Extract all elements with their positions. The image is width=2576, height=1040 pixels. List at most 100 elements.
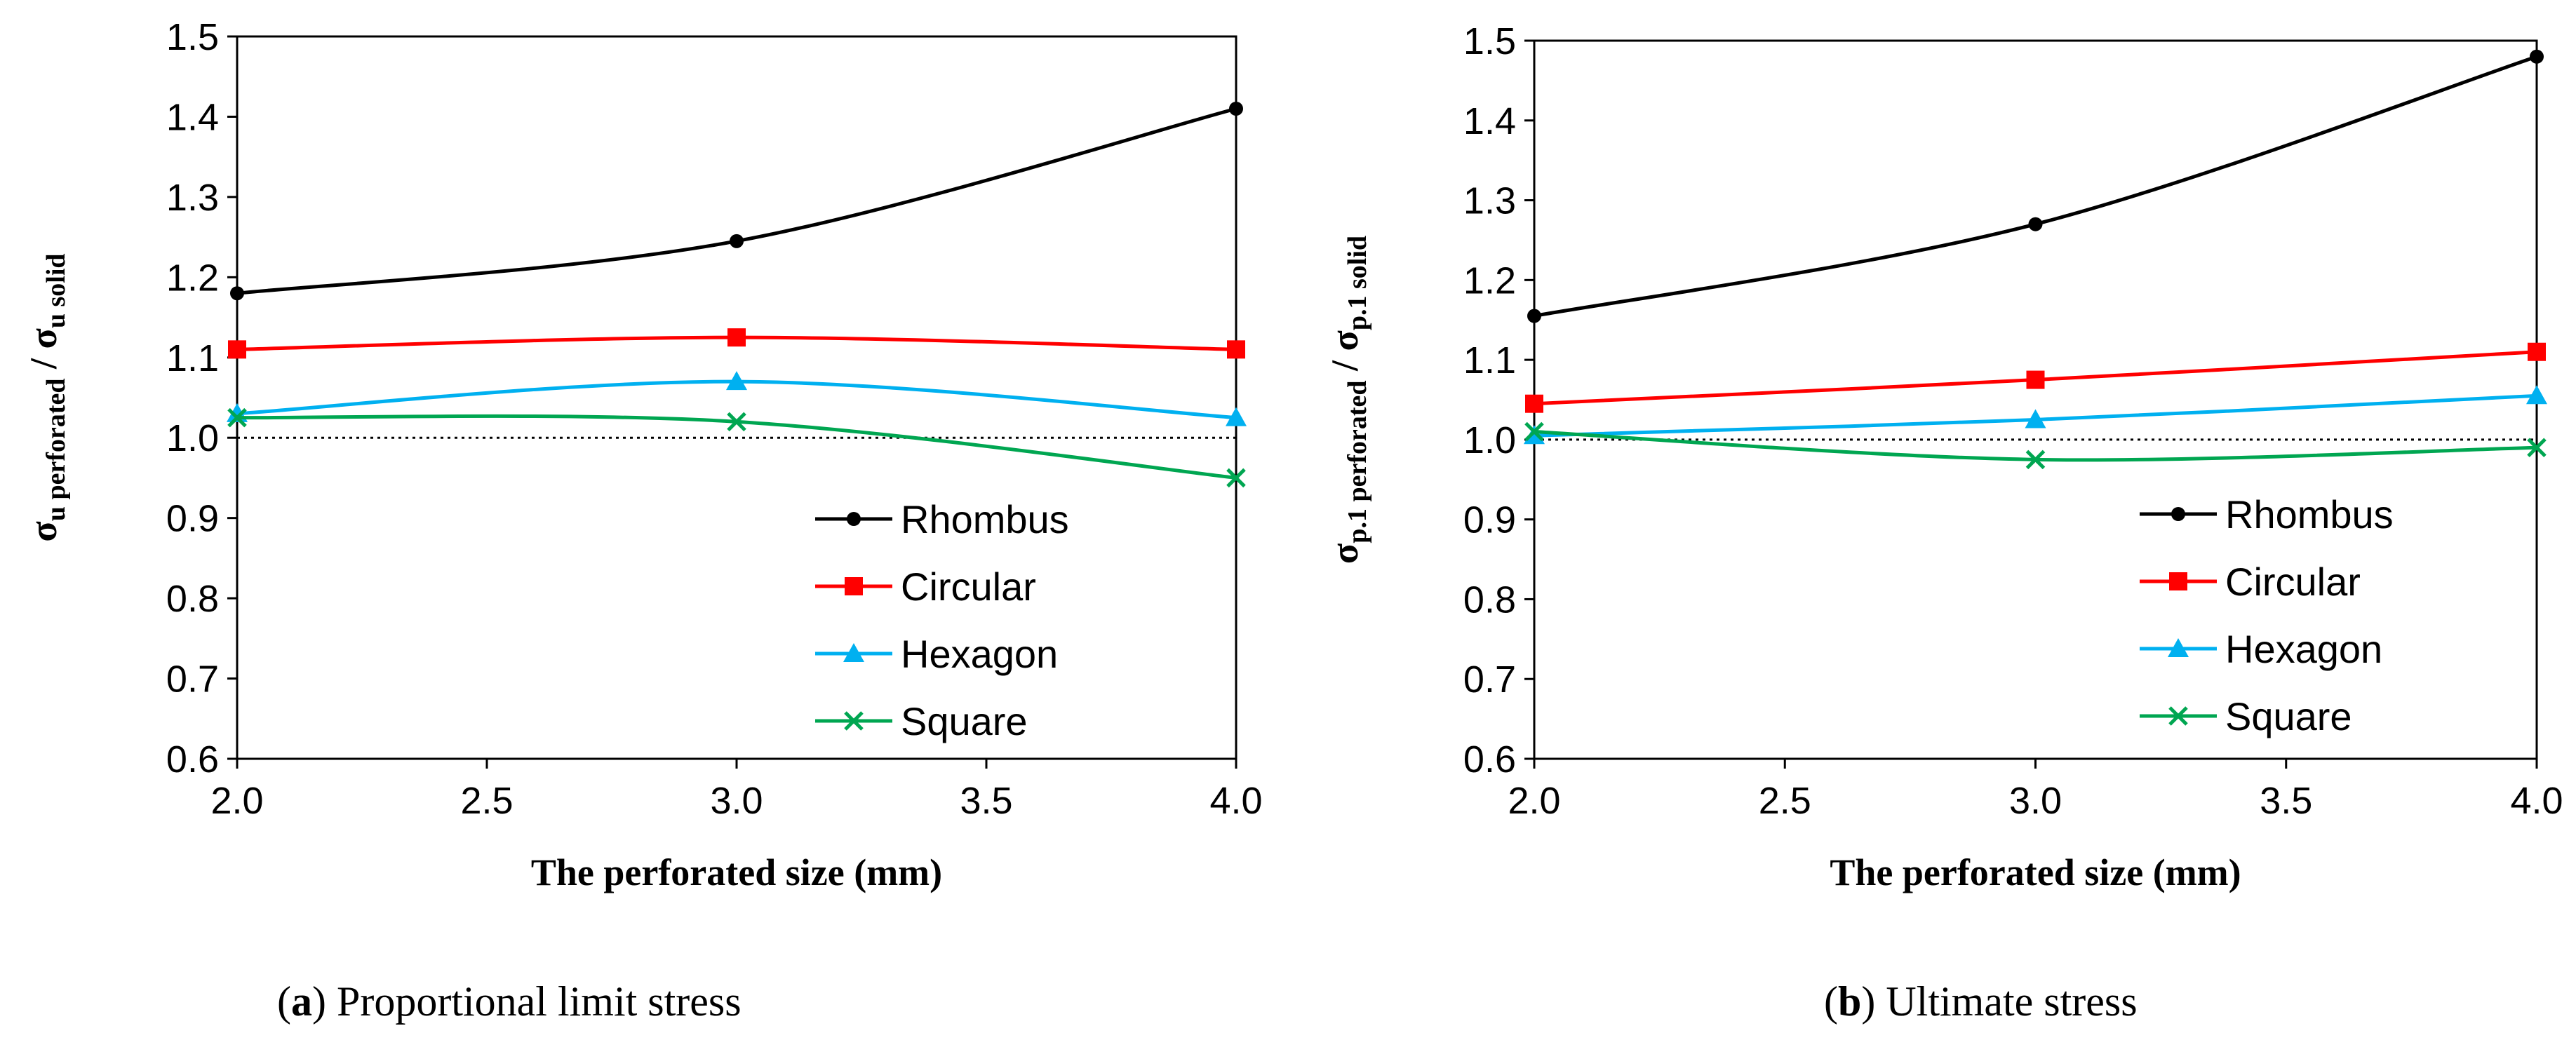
series-line-rhombus bbox=[236, 107, 1237, 295]
y-axis-title-den: σ bbox=[1324, 330, 1366, 351]
caption-open-paren: ( bbox=[277, 978, 291, 1025]
caption-text: Proportional limit stress bbox=[337, 978, 742, 1025]
x-tick-label: 2.0 bbox=[1508, 780, 1560, 822]
x-tick-label: 3.5 bbox=[2260, 780, 2312, 822]
legend-marker-square bbox=[2168, 706, 2188, 726]
y-tick-label: 1.1 bbox=[1463, 339, 1516, 381]
legend-marker-hexagon bbox=[843, 643, 864, 662]
legend-label-square: Square bbox=[901, 699, 1028, 743]
legend-label-hexagon: Hexagon bbox=[901, 632, 1058, 676]
data-point-rhombus bbox=[230, 286, 244, 301]
legend-a: Rhombus Circular Hexagon Square bbox=[815, 497, 1069, 743]
caption-close-paren: ) bbox=[312, 978, 337, 1025]
y-axis-title-den-sub: p.1 solid bbox=[1343, 236, 1372, 330]
x-tick-label: 4.0 bbox=[1209, 780, 1262, 822]
y-axis-title-num-sub: u perforated bbox=[41, 379, 71, 522]
y-tick-label: 0.6 bbox=[1463, 738, 1516, 781]
chart-b-ultimate-stress: 0.6 0.7 0.8 0.9 1.0 1.1 1.2 1.3 1.4 1.5 2.0 2.5 3.0 3… bbox=[1324, 20, 2563, 1025]
legend-marker-rhombus bbox=[2171, 507, 2185, 521]
x-tick-label: 2.0 bbox=[210, 780, 263, 822]
data-point-rhombus bbox=[2530, 49, 2544, 64]
x-tick-label: 2.5 bbox=[460, 780, 513, 822]
y-tick-label: 1.5 bbox=[1463, 20, 1516, 62]
series-line-rhombus bbox=[1534, 55, 2537, 318]
y-axis-title-sep: / bbox=[1324, 351, 1366, 380]
y-tick-label: 1.0 bbox=[166, 417, 219, 459]
caption-close-paren: ) bbox=[1861, 978, 1886, 1025]
data-point-rhombus bbox=[2028, 217, 2043, 231]
chart-a-proportional-limit: 0.6 0.7 0.8 0.9 1.0 1.1 1.2 1.3 1.4 1.5 2.0 2.5 3.0 3… bbox=[22, 16, 1263, 1025]
data-point-square-stroke-2 bbox=[1226, 468, 1246, 488]
legend-label-hexagon: Hexagon bbox=[2225, 627, 2382, 671]
data-point-square bbox=[2025, 450, 2046, 470]
y-tick-label: 1.2 bbox=[166, 257, 219, 299]
data-point-hexagon bbox=[1226, 407, 1247, 426]
data-point-rhombus bbox=[1527, 309, 1541, 323]
caption-a: (a) Proportional limit stress bbox=[277, 978, 742, 1025]
x-axis-title: The perforated size (mm) bbox=[1830, 851, 2241, 893]
data-point-hexagon bbox=[2526, 385, 2547, 405]
legend-label-rhombus: Rhombus bbox=[901, 497, 1069, 541]
data-point-rhombus bbox=[730, 234, 744, 248]
data-point-square-stroke-2 bbox=[2527, 438, 2547, 458]
x-tick-label: 3.0 bbox=[710, 780, 763, 822]
y-axis-title-num: σ bbox=[22, 521, 65, 542]
legend-label-square: Square bbox=[2225, 694, 2352, 738]
y-tick-label: 0.9 bbox=[166, 498, 219, 540]
data-point-square-stroke-2 bbox=[227, 407, 247, 428]
plot-area-frame-a bbox=[236, 35, 1237, 760]
legend-label-circular: Circular bbox=[2225, 560, 2361, 604]
legend-marker-hexagon bbox=[2168, 638, 2189, 657]
caption-label: a bbox=[291, 978, 312, 1025]
legend-marker-square-stroke-2 bbox=[844, 711, 864, 731]
y-tick-label: 1.5 bbox=[166, 16, 219, 58]
y-axis-title: σp.1 perforated / σp.1 solid bbox=[1324, 236, 1372, 564]
data-point-square-stroke-2 bbox=[2025, 450, 2046, 470]
data-point-square bbox=[1226, 468, 1246, 488]
x-tick-label: 3.0 bbox=[2009, 780, 2062, 822]
y-axis-title: σu perforated / σu solid bbox=[22, 253, 71, 541]
data-point-circular bbox=[727, 328, 746, 347]
data-point-circular bbox=[2528, 342, 2546, 361]
y-tick-label: 1.1 bbox=[166, 337, 219, 379]
data-point-circular bbox=[2026, 370, 2045, 389]
series-line-square bbox=[236, 414, 1237, 480]
data-point-hexagon bbox=[2025, 409, 2046, 428]
y-tick-label: 0.6 bbox=[166, 738, 219, 781]
plot-area-frame-b bbox=[1533, 39, 2538, 760]
y-tick-label: 0.8 bbox=[166, 578, 219, 620]
y-axis-title-den: σ bbox=[22, 327, 65, 349]
y-tick-label: 1.0 bbox=[1463, 419, 1516, 461]
data-point-square-stroke-2 bbox=[1524, 421, 1544, 442]
y-tick-label: 0.8 bbox=[1463, 579, 1516, 621]
legend-marker-square-stroke-2 bbox=[2168, 706, 2188, 726]
x-tick-label: 3.5 bbox=[960, 780, 1012, 822]
legend-marker-square bbox=[844, 711, 864, 731]
y-tick-label: 1.4 bbox=[1463, 100, 1516, 142]
data-point-square bbox=[2527, 438, 2547, 458]
caption-open-paren: ( bbox=[1824, 978, 1838, 1025]
caption-text: Ultimate stress bbox=[1886, 978, 2137, 1025]
y-tick-label: 0.9 bbox=[1463, 499, 1516, 541]
x-axis-title: The perforated size (mm) bbox=[531, 851, 942, 893]
x-tick-label: 2.5 bbox=[1759, 780, 1811, 822]
y-tick-label: 1.2 bbox=[1463, 259, 1516, 302]
legend-marker-rhombus bbox=[847, 512, 861, 526]
data-point-circular bbox=[228, 340, 246, 359]
caption-label: b bbox=[1838, 978, 1861, 1025]
legend-marker-circular bbox=[845, 577, 863, 595]
y-tick-label: 1.3 bbox=[166, 177, 219, 219]
legend-label-rhombus: Rhombus bbox=[2225, 492, 2394, 536]
series-line-square bbox=[1534, 430, 2537, 462]
y-axis-title-num: σ bbox=[1324, 543, 1366, 564]
data-point-rhombus bbox=[1229, 102, 1243, 116]
data-point-square bbox=[1524, 421, 1544, 442]
y-tick-label: 1.3 bbox=[1463, 180, 1516, 222]
x-tick-label: 4.0 bbox=[2510, 780, 2563, 822]
y-tick-label: 0.7 bbox=[1463, 659, 1516, 701]
data-point-square bbox=[227, 407, 247, 428]
legend-b: Rhombus Circular Hexagon Square bbox=[2140, 492, 2394, 738]
y-axis-title-den-sub: u solid bbox=[41, 253, 71, 328]
data-point-square-stroke-2 bbox=[727, 412, 746, 432]
